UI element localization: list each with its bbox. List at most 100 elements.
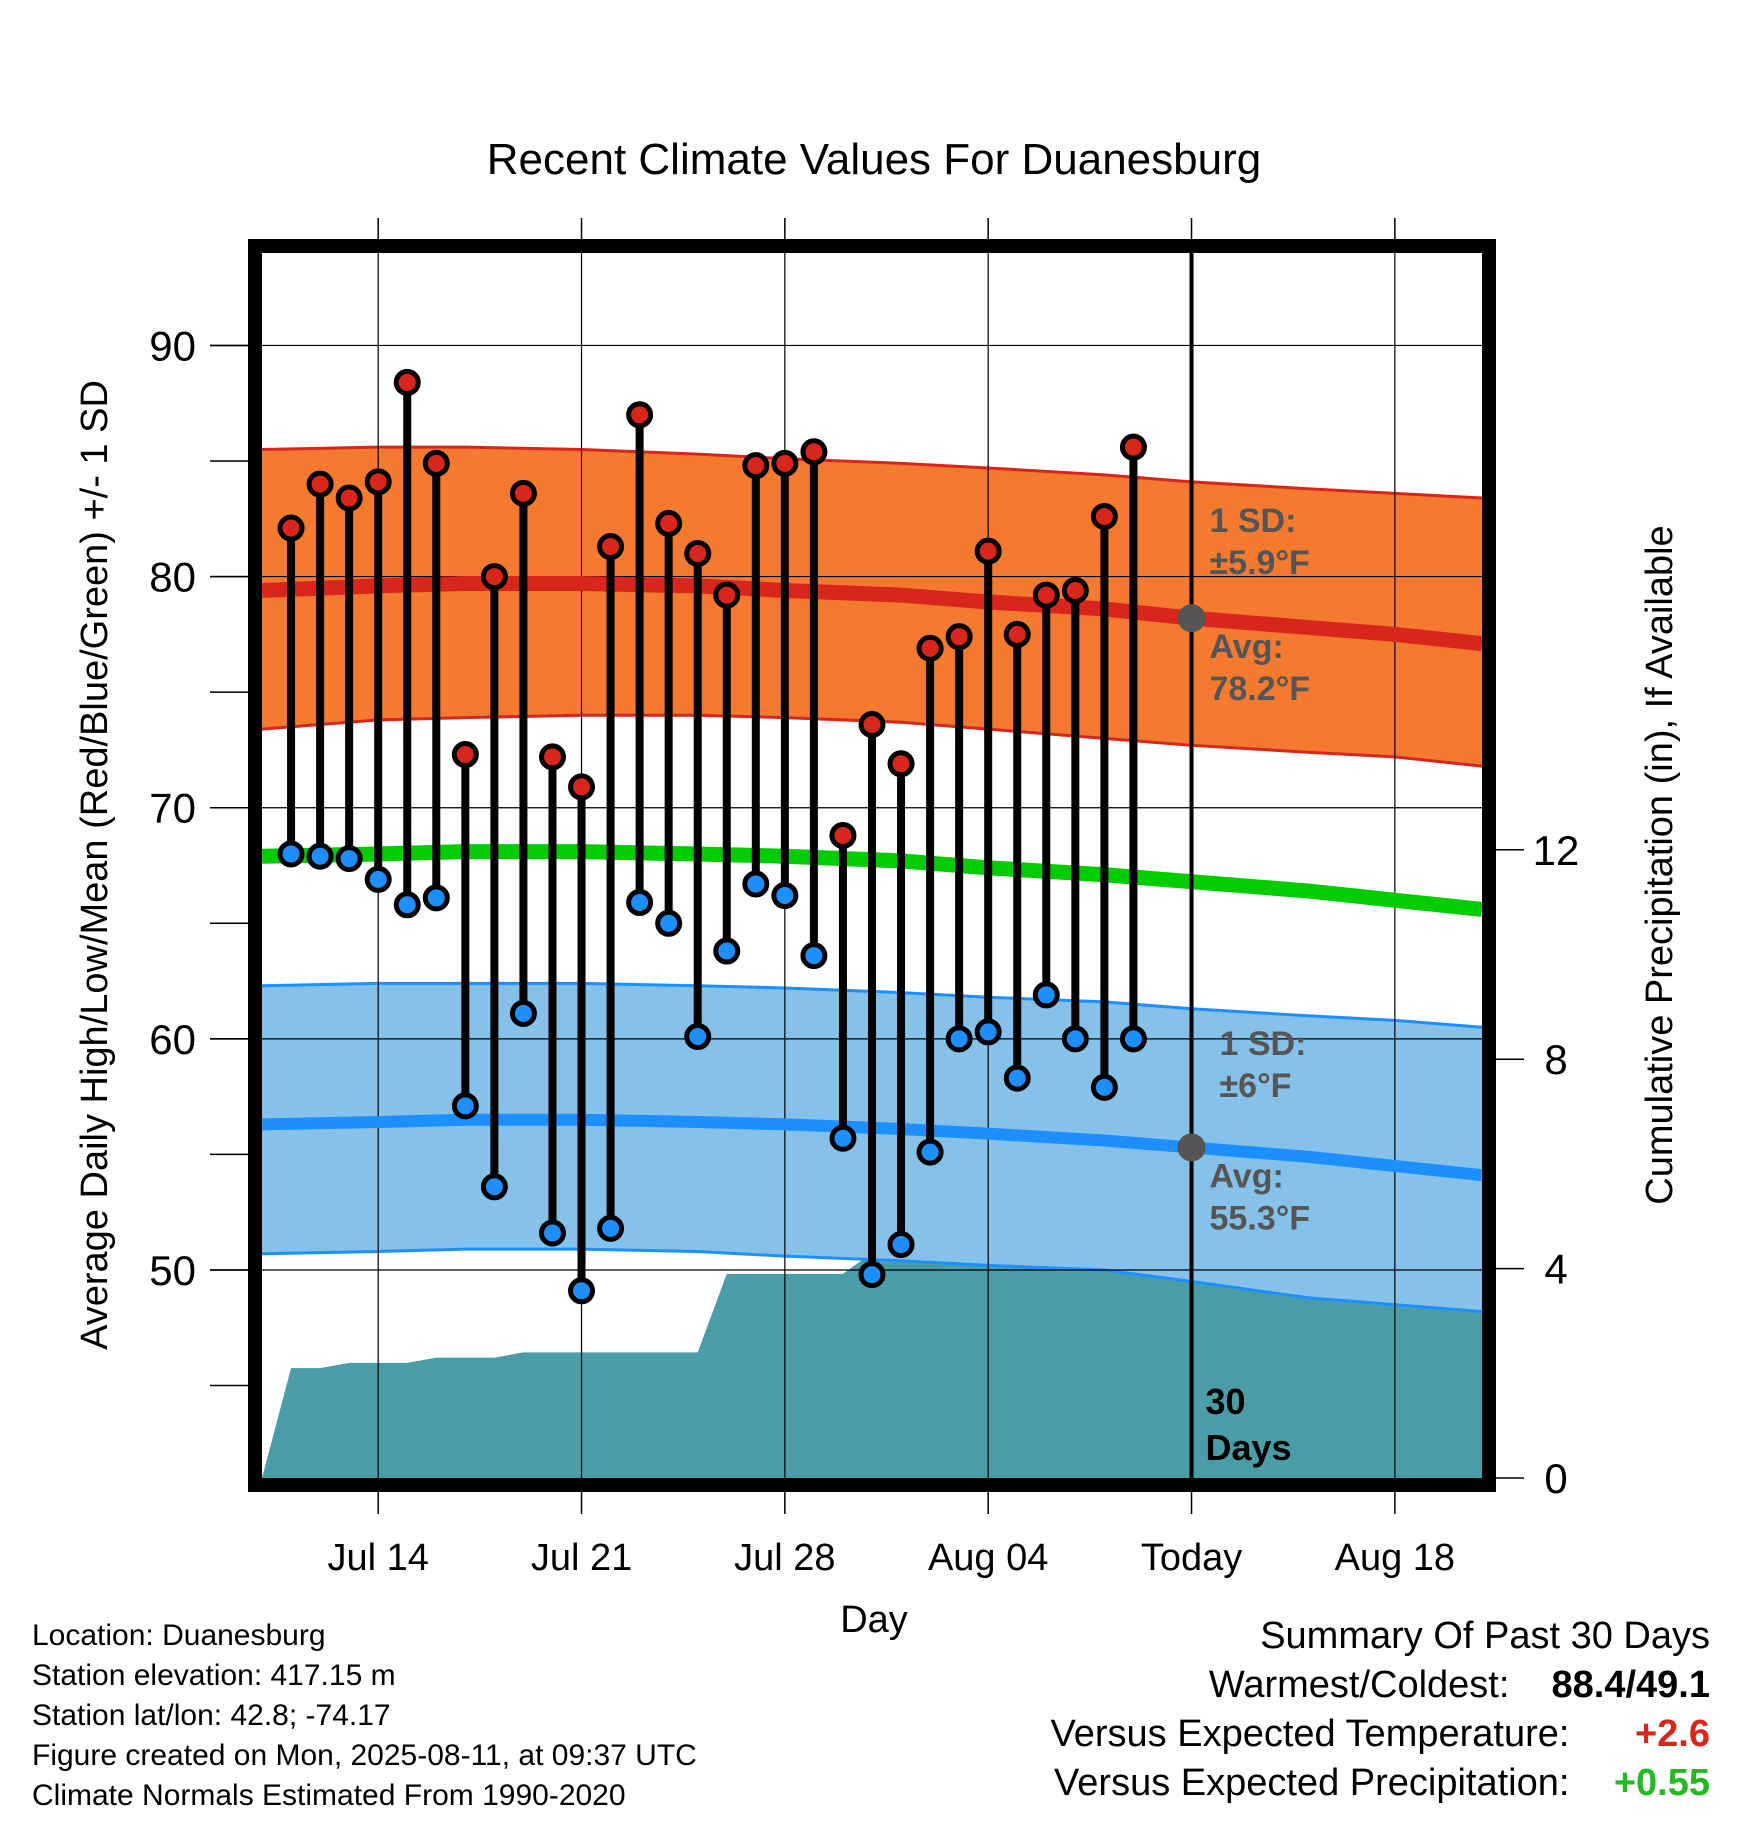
high-sd-annotation: 1 SD: ±5.9°F	[1210, 502, 1310, 582]
y2-tick-label: 12	[1533, 827, 1580, 874]
high-sd-upper-line	[262, 445, 1482, 500]
period-annotation: 30 Days	[1206, 1381, 1292, 1468]
obs-high-point	[1032, 581, 1060, 609]
obs-high-point	[858, 711, 886, 739]
obs-low-point	[1032, 981, 1060, 1009]
summary-panel: Summary Of Past 30 Days Warmest/Coldest:…	[1051, 1612, 1710, 1808]
obs-low-point	[509, 999, 537, 1027]
obs-high-point	[945, 623, 973, 651]
summary-precip-row: Versus Expected Precipitation: +0.55	[1051, 1759, 1710, 1808]
x-tick-label: Aug 18	[1335, 1537, 1455, 1579]
y2-tick-label: 4	[1544, 1246, 1567, 1293]
summary-warmest-row: Warmest/Coldest: 88.4/49.1	[1051, 1661, 1710, 1710]
obs-high-point	[1061, 576, 1089, 604]
obs-low-point	[1061, 1025, 1089, 1053]
obs-low-point	[800, 942, 828, 970]
obs-low-point	[393, 891, 421, 919]
y-tick-label: 60	[149, 1016, 196, 1063]
x-tick-label: Jul 28	[734, 1537, 835, 1579]
warmest-value: 88.4/49.1	[1551, 1664, 1710, 1706]
obs-low-point	[568, 1277, 596, 1305]
obs-high-point	[393, 368, 421, 396]
high-sd-lower-line	[262, 713, 1482, 768]
obs-low-point	[597, 1214, 625, 1242]
obs-high-point	[335, 484, 363, 512]
high-sd-band	[262, 447, 1482, 767]
y-tick-label: 50	[149, 1247, 196, 1294]
obs-high-point	[742, 452, 770, 480]
y2-tick-label: 0	[1544, 1455, 1567, 1502]
y-axis-label: Average Daily High/Low/Mean (Red/Blue/Gr…	[74, 380, 116, 1350]
created-text: Figure created on Mon, 2025-08-11, at 09…	[32, 1739, 697, 1772]
obs-high-point	[509, 479, 537, 507]
plot-area	[262, 253, 1482, 1478]
obs-low-point	[974, 1018, 1002, 1046]
obs-high-point	[480, 563, 508, 591]
obs-high-point	[916, 634, 944, 662]
obs-high-point	[1003, 620, 1031, 648]
x-tick-label: Jul 14	[327, 1537, 428, 1579]
obs-high-point	[655, 509, 683, 537]
obs-low-point	[1090, 1073, 1118, 1101]
low-avg-annotation: Avg: 55.3°F	[1210, 1157, 1311, 1237]
obs-high-point	[451, 741, 479, 769]
summary-temp-row: Versus Expected Temperature: +2.6	[1051, 1710, 1710, 1759]
obs-low-point	[916, 1138, 944, 1166]
temp-value: +2.6	[1634, 1713, 1710, 1755]
obs-low-point	[945, 1025, 973, 1053]
obs-high-point	[1119, 433, 1147, 461]
x-axis-label: Day	[840, 1599, 908, 1641]
low-sd-annotation: 1 SD: ±6°F	[1220, 1025, 1307, 1105]
x-tick-label: Jul 21	[531, 1537, 632, 1579]
precip-label: Versus Expected Precipitation:	[1054, 1762, 1570, 1804]
y2-tick-label: 8	[1544, 1036, 1567, 1083]
obs-low-point	[1003, 1064, 1031, 1092]
obs-high-point	[597, 533, 625, 561]
temp-label: Versus Expected Temperature:	[1050, 1713, 1570, 1755]
y-tick-label: 70	[149, 785, 196, 832]
obs-low-point	[451, 1092, 479, 1120]
obs-high-point	[974, 537, 1002, 565]
obs-low-point	[742, 870, 770, 898]
obs-low-point	[829, 1124, 857, 1152]
high-avg-annotation: Avg: 78.2°F	[1210, 628, 1311, 708]
obs-high-point	[713, 581, 741, 609]
location-text: Location: Duanesburg	[32, 1619, 326, 1652]
low-avg-marker	[1177, 1133, 1206, 1162]
obs-low-point	[684, 1023, 712, 1051]
warmest-label: Warmest/Coldest:	[1208, 1664, 1510, 1706]
latlon-text: Station lat/lon: 42.8; -74.17	[32, 1699, 391, 1732]
obs-high-point	[422, 449, 450, 477]
obs-low-point	[858, 1261, 886, 1289]
obs-high-point	[684, 539, 712, 567]
obs-high-point	[277, 514, 305, 542]
obs-low-point	[771, 882, 799, 910]
obs-low-point	[422, 884, 450, 912]
plot-frame	[248, 239, 1496, 1492]
obs-low-point	[713, 937, 741, 965]
x-tick-label: Aug 04	[928, 1537, 1048, 1579]
obs-low-point	[364, 865, 392, 893]
obs-low-point	[335, 845, 363, 873]
obs-high-point	[1090, 502, 1118, 530]
obs-low-point	[1119, 1025, 1147, 1053]
obs-low-point	[277, 840, 305, 868]
obs-high-point	[568, 773, 596, 801]
obs-low-point	[538, 1219, 566, 1247]
obs-high-point	[306, 470, 334, 498]
station-info: Location: Duanesburg Station elevation: …	[32, 1616, 697, 1816]
obs-low-point	[480, 1173, 508, 1201]
obs-low-point	[626, 888, 654, 916]
obs-low-point	[887, 1231, 915, 1259]
obs-high-point	[887, 750, 915, 778]
low-sd-lower-line	[262, 1247, 1482, 1314]
normals-text: Climate Normals Estimated From 1990-2020	[32, 1779, 626, 1812]
obs-high-point	[800, 438, 828, 466]
precip-value: +0.55	[1613, 1762, 1710, 1804]
obs-high-point	[771, 449, 799, 477]
high-avg-marker	[1177, 604, 1206, 633]
elevation-text: Station elevation: 417.15 m	[32, 1659, 396, 1692]
obs-high-point	[364, 468, 392, 496]
y-tick-label: 80	[149, 554, 196, 601]
high-mean-line	[262, 576, 1482, 652]
